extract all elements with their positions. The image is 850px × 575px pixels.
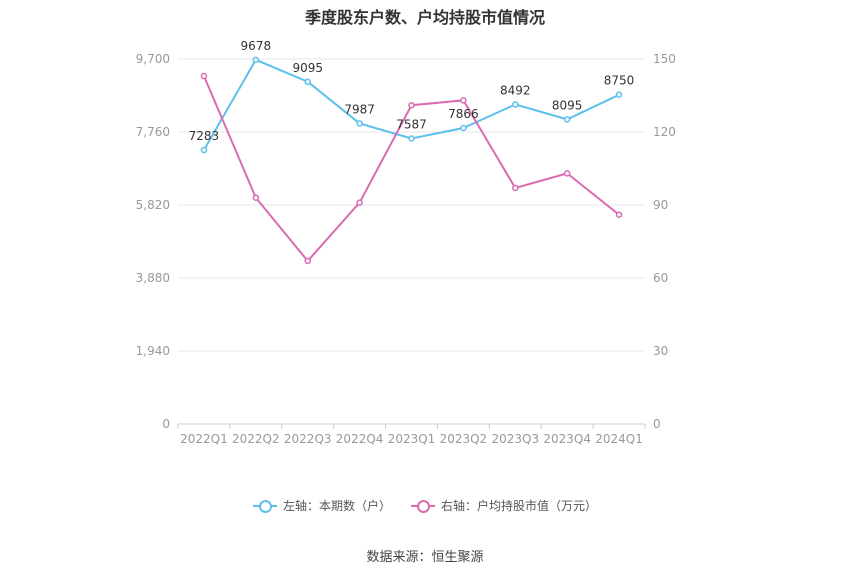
left-series-point [304,78,311,86]
right-series-point [356,199,363,206]
right-series-point [304,257,311,265]
x-axis-tick-label: 2023Q1 [388,432,436,446]
data-labels: 7283 9678 9095 7987 7587 7866 8492 8095 8750 [189,39,635,143]
right-series-point [615,211,623,218]
left-series-data-label: 8095 [552,98,583,112]
right-axis-tick-label: 150 [653,52,676,66]
legend-left-series-icon [252,499,277,513]
left-series-point [460,124,467,132]
left-series-point [200,146,208,154]
right-series-point [252,194,260,201]
left-axis-tick-label: 5,820 [136,198,170,212]
left-axis-tick-label: 0 [162,417,170,431]
left-series-data-label: 7987 [344,102,375,116]
right-axis-tick-label: 60 [653,271,668,285]
left-series-point [408,135,415,142]
series-lines [200,56,623,265]
left-series-data-label: 8492 [500,83,531,97]
left-series-data-label: 9095 [292,61,323,75]
x-axis-tick-label: 2022Q3 [284,432,332,446]
legend-right-series-label: 右轴：户均持股市值（万元） [441,499,598,513]
left-axis-tick-label: 3,880 [136,271,170,285]
x-axis-tick-label: 2023Q2 [440,432,488,446]
left-series-point [563,116,571,123]
right-series-point [460,97,467,104]
left-series-point [356,120,363,127]
left-series-data-label: 8750 [604,74,635,88]
right-axis-tick-label: 0 [653,417,661,431]
x-axis-tick-label: 2024Q1 [595,432,643,446]
right-axis-tick-label: 120 [653,125,676,139]
left-axis-tick-label: 7,760 [136,125,170,139]
x-axis-tick-label: 2023Q4 [543,432,591,446]
left-series-data-label: 9678 [241,39,272,53]
left-series-point [252,56,260,64]
x-axis-tick-label: 2022Q2 [232,432,280,446]
x-axis-tick-label: 2023Q3 [491,432,539,446]
x-axis-tick-label: 2022Q1 [180,432,228,446]
right-axis-tick-label: 30 [653,344,668,358]
axes: 0 1,940 3,880 5,820 7,760 9,700 0 30 60 90 120 150 2… [136,52,676,446]
legend-item-left-series[interactable]: 左轴：本期数（户） [252,497,391,514]
legend-item-right-series[interactable]: 右轴：户均持股市值（万元） [411,497,597,514]
x-axis-tick-label: 2022Q4 [336,432,384,446]
right-series-point [563,170,571,177]
left-axis-tick-label: 9,700 [136,52,170,66]
left-series-point [615,91,623,98]
left-series-data-label: 7866 [448,107,479,121]
legend-left-series-label: 左轴：本期数（户） [282,499,391,513]
left-series-point [512,101,519,108]
chart-title: 季度股东户数、户均持股市值情况 [304,8,545,27]
right-series-point [408,101,415,109]
right-axis-tick-label: 90 [653,198,668,212]
legend-right-series-icon [411,499,435,513]
right-series-point [512,184,519,192]
grid-lines [178,58,645,425]
left-series-data-label: 7587 [396,118,427,132]
left-axis-tick-label: 1,940 [136,344,170,358]
left-series-data-label: 7283 [189,129,220,143]
source-note: 数据来源：恒生聚源 [366,550,484,565]
legend: 左轴：本期数（户） 右轴：户均持股市值（万元） [0,497,850,514]
right-series-point [200,72,208,80]
